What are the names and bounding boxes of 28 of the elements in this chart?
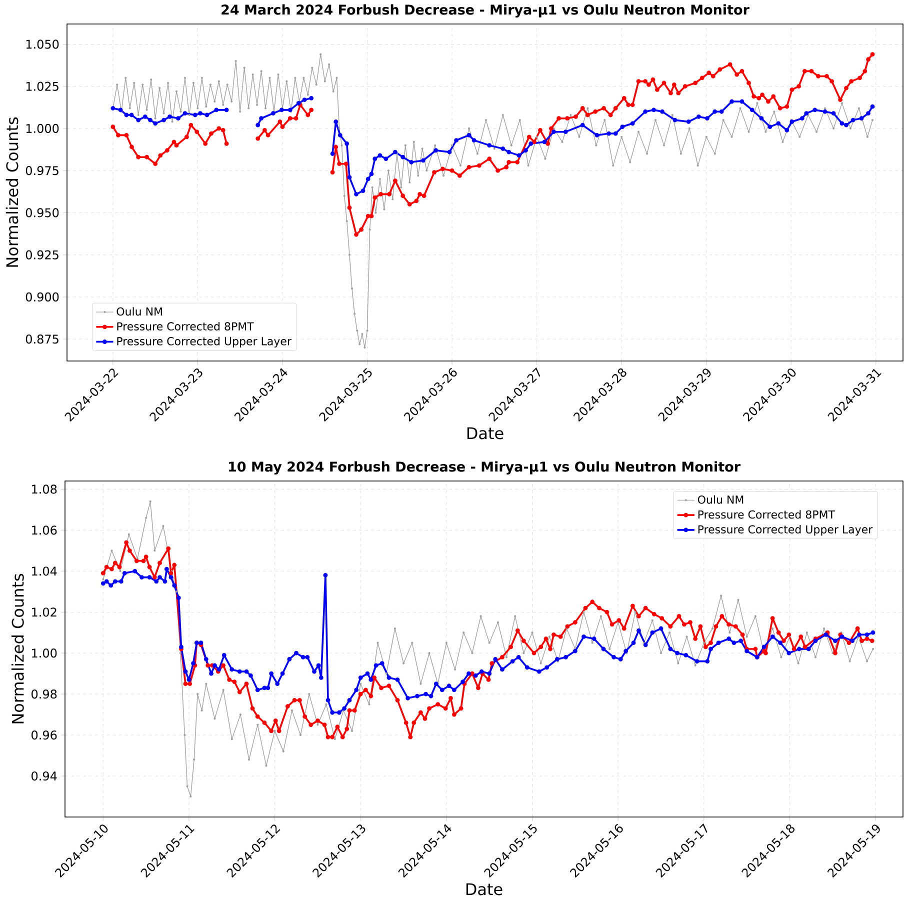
y-axis-title: Normalized Counts	[12, 574, 24, 724]
y-tick-label: 0.925	[26, 250, 58, 260]
y-tick-label: 0.96	[32, 730, 57, 740]
legend-label: Pressure Corrected Upper Layer	[698, 524, 873, 536]
legend-label: Pressure Corrected Upper Layer	[117, 336, 292, 348]
legend-label: Pressure Corrected 8PMT	[698, 510, 836, 519]
y-tick-label: 0.950	[26, 208, 59, 218]
x-axis-title: Date	[467, 427, 504, 440]
y-tick-label: 0.875	[26, 334, 58, 344]
y-tick-label: 0.900	[26, 292, 59, 302]
y-tick-label: 1.025	[26, 82, 58, 91]
x-axis-title: Date	[466, 883, 502, 896]
legend-label: Oulu NM	[698, 495, 744, 504]
y-tick-label: 1.000	[26, 124, 59, 134]
chart-title: 10 May 2024 Forbush Decrease - Mirya-µ1 vs Oulu Neutron Monitor	[229, 461, 740, 474]
y-tick-label: 1.00	[32, 648, 57, 658]
y-tick-label: 0.975	[26, 166, 58, 176]
legend-label: Oulu NM	[116, 307, 162, 316]
y-tick-label: 0.94	[32, 771, 57, 781]
y-tick-label: 1.050	[26, 40, 59, 49]
y-tick-label: 1.08	[32, 484, 57, 494]
chart-title: 24 March 2024 Forbush Decrease - Mirya-µ1 vs Oulu Neutron Monitor	[222, 4, 750, 18]
y-tick-label: 1.02	[32, 608, 56, 617]
y-tick-label: 1.04	[32, 566, 57, 576]
legend-label: Pressure Corrected 8PMT	[117, 322, 254, 330]
y-tick-label: 0.98	[32, 690, 57, 699]
y-tick-label: 1.06	[32, 526, 57, 535]
y-axis-title: Normalized Counts	[6, 117, 18, 267]
